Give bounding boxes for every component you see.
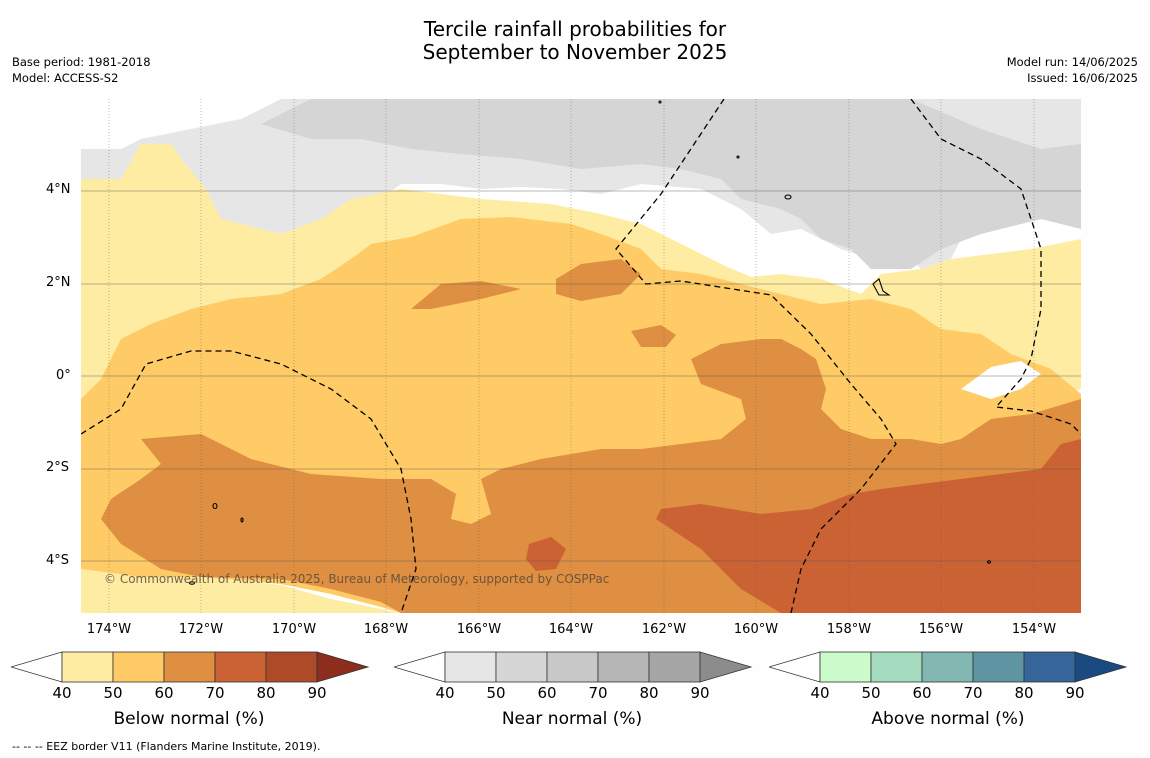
colorbar-tick: 40 [52,684,72,702]
colorbar-tick: 80 [1014,684,1034,702]
colorbar-swatch [546,651,599,683]
below-normal-40-south [81,569,401,613]
colorbar-tick: 70 [205,684,225,702]
copyright-notice: © Commonwealth of Australia 2025, Bureau… [104,572,610,586]
map-title: Tercile rainfall probabilities for Septe… [0,18,1150,64]
islands [188,100,992,585]
base-period: Base period: 1981-2018 [12,55,151,69]
lon-label: 154°W [1011,622,1057,637]
colorbar-swatch [444,651,497,683]
near-normal-50-region [261,99,1081,269]
colorbar-low-extension [11,651,63,683]
colorbar-tick: 70 [588,684,608,702]
colorbar-tick: 80 [256,684,276,702]
model-info: Base period: 1981-2018 Model: ACCESS-S2 [12,54,151,86]
below-normal-60-island-a [556,259,641,301]
below-normal-60-island-c [631,325,676,347]
title-line-2: September to November 2025 [422,40,728,64]
lon-label: 170°W [271,622,317,637]
lon-label: 162°W [641,622,687,637]
eez-borders [81,99,1081,613]
colorbar-tick: 60 [912,684,932,702]
colorbar-title-above: Above normal (%) [871,709,1025,729]
colorbar-below-normal [11,651,370,683]
colorbar-swatch [495,651,548,683]
model-run-date: Model run: 14/06/2025 [1006,55,1138,69]
colorbar-tick: 40 [810,684,830,702]
colorbar-swatch [870,651,923,683]
lat-label-eq: 0° [56,368,71,383]
colorbar-swatch [112,651,165,683]
colorbar-high-extension [316,651,370,683]
probability-map [81,99,1081,613]
below-normal-70-region [656,439,1081,613]
colorbar-tick: 90 [690,684,710,702]
colorbar-tick: 70 [963,684,983,702]
colorbar-tick: 80 [639,684,659,702]
lon-label: 158°W [826,622,872,637]
colorbar-tick: 90 [307,684,327,702]
run-info: Model run: 14/06/2025 Issued: 16/06/2025 [1007,54,1138,86]
issued-date: Issued: 16/06/2025 [1027,71,1138,85]
lat-label-4s: 4°S [46,553,70,568]
colorbar-high-extension [1074,651,1128,683]
lon-label: 174°W [86,622,132,637]
colorbar-tick: 50 [861,684,881,702]
lon-label: 160°W [733,622,779,637]
colorbar-above-normal [769,651,1128,683]
title-line-1: Tercile rainfall probabilities for [423,17,727,41]
colorbar-swatch [972,651,1025,683]
colorbar-high-extension [699,651,753,683]
colorbar-low-extension [394,651,446,683]
colorbar-tick: 60 [154,684,174,702]
colorbar-swatch [648,651,701,683]
lon-label: 166°W [456,622,502,637]
white-transition-east [961,361,1041,399]
colorbar-near-normal [394,651,753,683]
colorbar-tick: 60 [537,684,557,702]
colorbar-tick: 50 [486,684,506,702]
colorbar-low-extension [769,651,821,683]
graticule [81,99,1081,613]
colorbar-swatch [597,651,650,683]
model-name: Model: ACCESS-S2 [12,71,119,85]
map-canvas [81,99,1081,613]
below-normal-70-island [526,537,566,571]
colorbar-swatch [214,651,267,683]
colorbar-swatch [921,651,974,683]
lat-label-4n: 4°N [46,182,71,197]
colorbar-tick: 50 [103,684,123,702]
lon-label: 172°W [178,622,224,637]
lon-label: 156°W [918,622,964,637]
colorbar-swatch [1023,651,1076,683]
colorbar-tick: 90 [1065,684,1085,702]
colorbar-title-below: Below normal (%) [113,709,265,729]
colorbar-swatch [61,651,114,683]
lat-label-2n: 2°N [46,275,71,290]
colorbar-tick: 40 [435,684,455,702]
lon-label: 168°W [363,622,409,637]
colorbar-swatch [163,651,216,683]
colorbar-title-near: Near normal (%) [501,709,643,729]
lon-label: 164°W [548,622,594,637]
colorbar-swatch [819,651,872,683]
eez-footnote: -- -- -- EEZ border V11 (Flanders Marine… [12,740,321,753]
lat-label-2s: 2°S [46,460,70,475]
below-normal-60-island-b [411,281,521,309]
colorbar-swatch [265,651,318,683]
